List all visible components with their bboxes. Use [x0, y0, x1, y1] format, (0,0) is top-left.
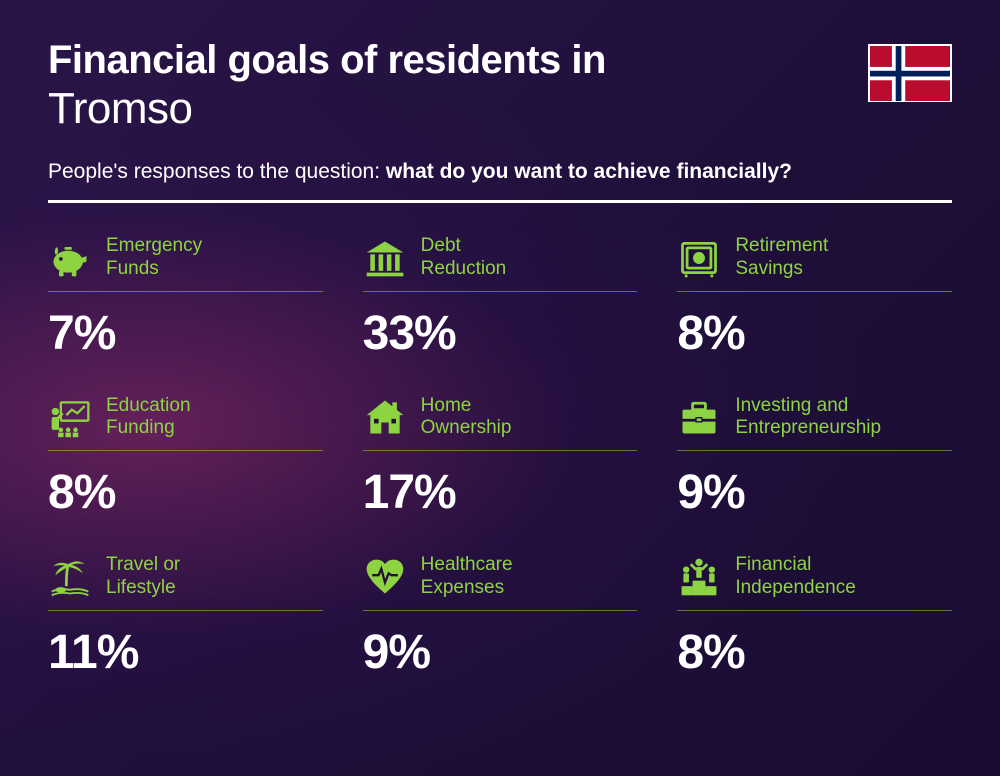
- heart-pulse-icon: [363, 555, 407, 599]
- item-label: HomeOwnership: [421, 395, 512, 441]
- divider: [48, 200, 952, 203]
- item-value: 8%: [48, 465, 323, 520]
- item-header: EducationFunding: [48, 395, 323, 452]
- item-label: EducationFunding: [106, 395, 191, 441]
- item-header: Travel orLifestyle: [48, 554, 323, 611]
- goal-healthcare: HealthcareExpenses 9%: [363, 554, 638, 680]
- item-label: Investing andEntrepreneurship: [735, 395, 881, 441]
- piggy-bank-icon: [48, 236, 92, 280]
- item-label: FinancialIndependence: [735, 554, 855, 600]
- bank-icon: [363, 236, 407, 280]
- item-label: RetirementSavings: [735, 235, 828, 281]
- title-line2: Tromso: [48, 84, 952, 134]
- briefcase-icon: [677, 395, 721, 439]
- podium-icon: [677, 555, 721, 599]
- item-header: Investing andEntrepreneurship: [677, 395, 952, 452]
- goal-investing: Investing andEntrepreneurship 9%: [677, 395, 952, 521]
- item-header: EmergencyFunds: [48, 235, 323, 292]
- safe-icon: [677, 236, 721, 280]
- item-label: HealthcareExpenses: [421, 554, 513, 600]
- item-label: EmergencyFunds: [106, 235, 202, 281]
- palm-icon: [48, 555, 92, 599]
- goal-home-ownership: HomeOwnership 17%: [363, 395, 638, 521]
- item-header: RetirementSavings: [677, 235, 952, 292]
- goals-grid: EmergencyFunds 7% DebtReduction 33% Reti…: [48, 235, 952, 680]
- item-value: 9%: [677, 465, 952, 520]
- goal-retirement-savings: RetirementSavings 8%: [677, 235, 952, 361]
- item-label: DebtReduction: [421, 235, 507, 281]
- goal-education-funding: EducationFunding 8%: [48, 395, 323, 521]
- item-header: HomeOwnership: [363, 395, 638, 452]
- title-line1: Financial goals of residents in: [48, 38, 952, 82]
- subtitle-prefix: People's responses to the question:: [48, 160, 386, 183]
- item-header: FinancialIndependence: [677, 554, 952, 611]
- subtitle-bold: what do you want to achieve financially?: [386, 160, 792, 183]
- presentation-icon: [48, 395, 92, 439]
- goal-emergency-funds: EmergencyFunds 7%: [48, 235, 323, 361]
- item-value: 17%: [363, 465, 638, 520]
- item-header: DebtReduction: [363, 235, 638, 292]
- item-header: HealthcareExpenses: [363, 554, 638, 611]
- header: Financial goals of residents in Tromso P…: [48, 38, 952, 203]
- goal-debt-reduction: DebtReduction 33%: [363, 235, 638, 361]
- norway-flag-icon: [868, 44, 952, 102]
- item-value: 8%: [677, 306, 952, 361]
- item-value: 9%: [363, 625, 638, 680]
- item-value: 33%: [363, 306, 638, 361]
- subtitle: People's responses to the question: what…: [48, 160, 952, 184]
- item-value: 7%: [48, 306, 323, 361]
- item-value: 11%: [48, 625, 323, 680]
- item-label: Travel orLifestyle: [106, 554, 180, 600]
- goal-travel-lifestyle: Travel orLifestyle 11%: [48, 554, 323, 680]
- item-value: 8%: [677, 625, 952, 680]
- goal-financial-independence: FinancialIndependence 8%: [677, 554, 952, 680]
- house-icon: [363, 395, 407, 439]
